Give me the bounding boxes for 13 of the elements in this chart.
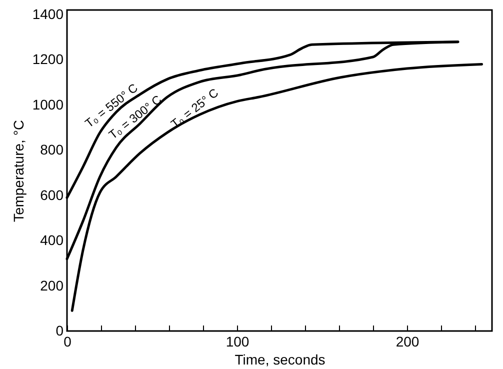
x-axis-title: Time, seconds: [234, 352, 326, 368]
line-series: [70, 63, 484, 312]
y-axis-title: Temperature, °C: [10, 120, 26, 222]
y-tick-label: 1400: [32, 6, 64, 22]
y-tick-label: 1000: [32, 96, 64, 112]
y-tick-label: 200: [40, 277, 64, 294]
y-tick-label: 1200: [32, 51, 64, 68]
x-tick-label: 100: [226, 334, 250, 350]
y-tick-label: 0: [56, 322, 64, 338]
x-tick-label: 200: [396, 334, 420, 350]
y-tick-label: 400: [40, 232, 64, 248]
y-tick-label: 800: [40, 142, 64, 158]
y-tick-label: 600: [40, 186, 64, 203]
